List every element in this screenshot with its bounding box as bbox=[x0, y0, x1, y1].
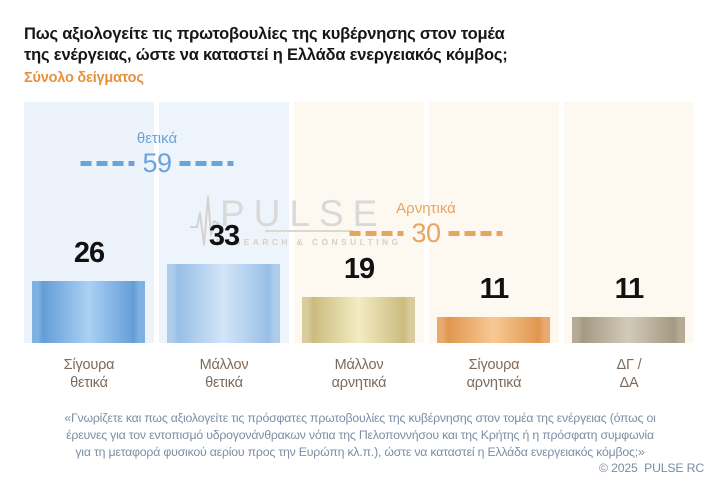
copyright-text: © 2025 PULSE RC bbox=[599, 461, 704, 476]
footnote-line3: για τη μεταφορά φυσικού αερίου προς την … bbox=[75, 444, 645, 459]
footnote-line1: «Γνωρίζετε και πως αξιολογείτε τις πρόσφ… bbox=[64, 411, 656, 425]
column-background-4 bbox=[429, 102, 559, 343]
category-label-line2: αρνητικά bbox=[466, 375, 522, 391]
chart-title-line1: Πως αξιολογείτε τις πρωτοβουλίες της κυβ… bbox=[24, 25, 505, 43]
footnote: «Γνωρίζετε και πως αξιολογείτε τις πρόσφ… bbox=[14, 410, 706, 477]
negative-total-value: 30 bbox=[411, 218, 441, 248]
bar-mallon-arnitika bbox=[302, 297, 415, 343]
category-label-dg-da: ΔΓ / ΔΑ bbox=[564, 356, 694, 392]
bar-column-dg-da: 11 bbox=[564, 102, 694, 343]
category-label-line1: ΔΓ / bbox=[616, 357, 642, 373]
chart-header: Πως αξιολογείτε τις πρωτοβουλίες της κυβ… bbox=[24, 24, 508, 86]
category-label-line2: αρνητικά bbox=[331, 375, 387, 391]
positive-total-annotation: θετικά 59 bbox=[80, 130, 234, 178]
negative-total-label: Αρνητικά bbox=[396, 200, 456, 217]
category-label-sigoura-arnitika: Σίγουρα αρνητικά bbox=[429, 356, 559, 392]
bar-value-label: 26 bbox=[73, 236, 105, 269]
category-label-line2: θετικά bbox=[205, 375, 243, 391]
category-label-mallon-arnitika: Μάλλον αρνητικά bbox=[294, 356, 424, 392]
positive-total-label: θετικά bbox=[136, 130, 178, 147]
dash-line-right bbox=[448, 231, 503, 236]
category-label-line2: ΔΑ bbox=[619, 375, 639, 391]
bar-column-mallon-arnitika: 19 bbox=[294, 102, 424, 343]
bar-mallon-thetika bbox=[167, 263, 280, 343]
category-label-line1: Σίγουρα bbox=[468, 357, 520, 373]
bar-value-label: 19 bbox=[343, 253, 375, 286]
chart-subtitle: Σύνολο δείγματος bbox=[24, 70, 144, 86]
bar-column-sigoura-arnitika: 11 bbox=[429, 102, 559, 343]
category-label-line1: Σίγουρα bbox=[63, 357, 115, 373]
category-label-mallon-thetika: Μάλλον θετικά bbox=[159, 356, 289, 392]
footnote-line2: έρευνες για τον εντοπισμό υδρογονάνθρακω… bbox=[66, 427, 654, 442]
bar-dg-da bbox=[572, 316, 685, 343]
chart-title-line2: της ενέργειας, ώστε να καταστεί η Ελλάδα… bbox=[24, 46, 508, 64]
column-background-5 bbox=[564, 102, 694, 343]
positive-total-value: 59 bbox=[142, 148, 172, 178]
dash-line-right bbox=[179, 161, 234, 166]
negative-total-annotation: Αρνητικά 30 bbox=[349, 200, 503, 248]
dash-line-left bbox=[349, 231, 404, 236]
bar-value-label: 33 bbox=[208, 219, 240, 252]
bar-column-sigoura-thetika: 26 bbox=[24, 102, 154, 343]
chart-title: Πως αξιολογείτε τις πρωτοβουλίες της κυβ… bbox=[24, 24, 508, 66]
bar-value-label: 11 bbox=[479, 272, 510, 305]
category-label-sigoura-thetika: Σίγουρα θετικά bbox=[24, 356, 154, 392]
category-label-line2: θετικά bbox=[70, 375, 108, 391]
bar-sigoura-arnitika bbox=[437, 316, 550, 343]
bar-value-label: 11 bbox=[614, 272, 645, 305]
category-label-line1: Μάλλον bbox=[334, 357, 384, 373]
category-label-line1: Μάλλον bbox=[199, 357, 249, 373]
dash-line-left bbox=[80, 161, 135, 166]
bar-sigoura-thetika bbox=[32, 280, 145, 343]
